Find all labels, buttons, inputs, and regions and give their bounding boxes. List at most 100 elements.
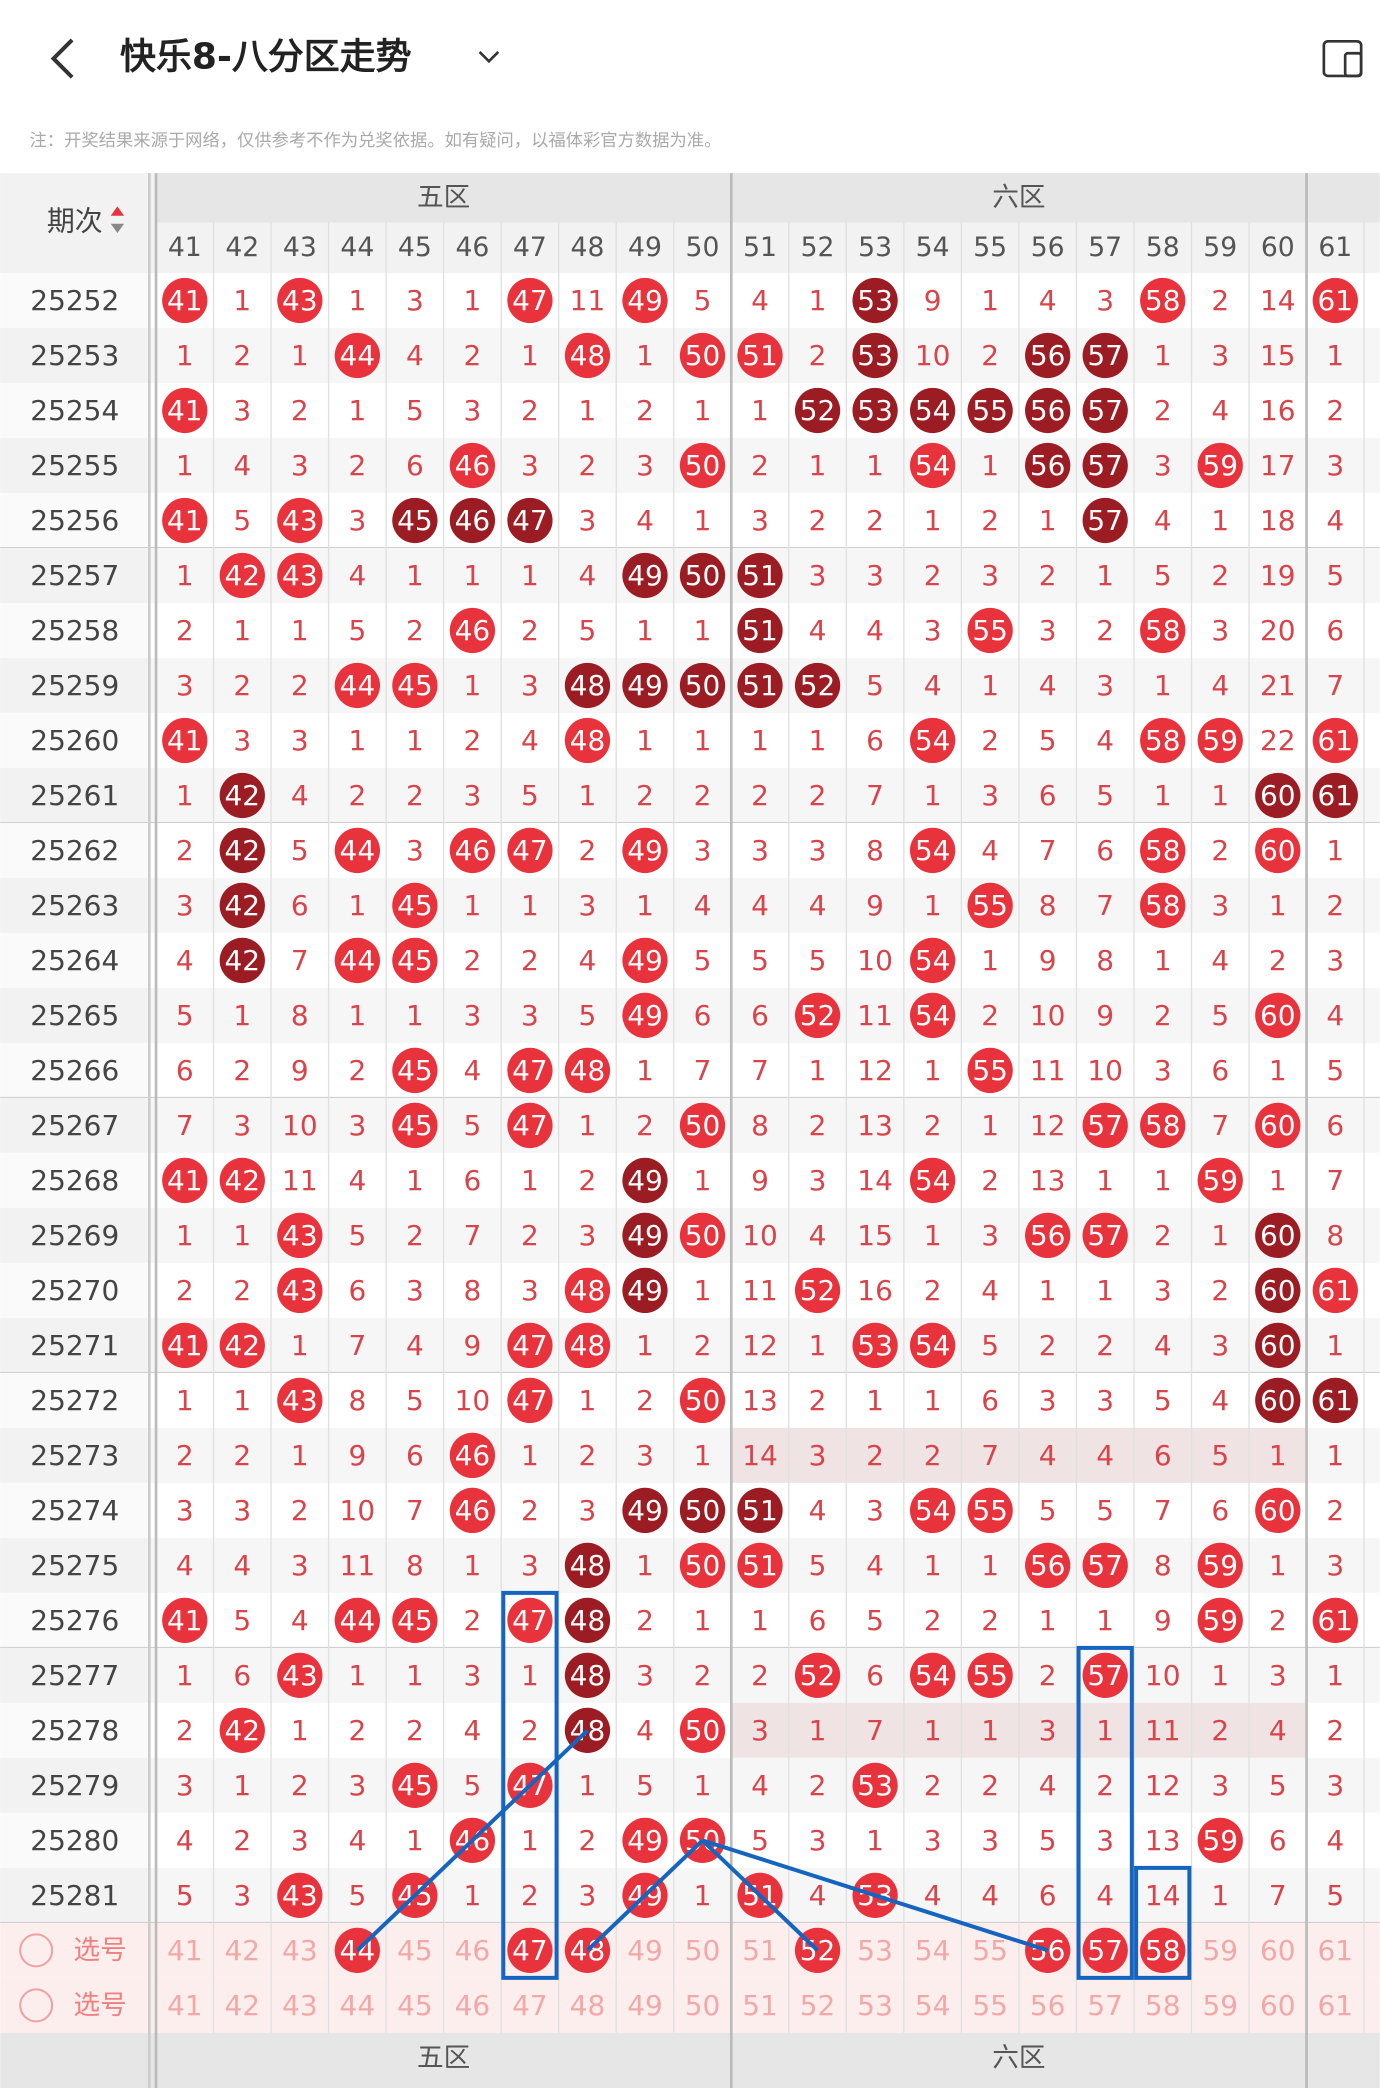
select-number[interactable]: 53 [857, 1934, 893, 1967]
select-number[interactable]: 42 [225, 1989, 261, 2022]
device-icon[interactable] [1322, 39, 1363, 78]
hit-ball [449, 607, 496, 654]
cell-value: 42 [225, 779, 261, 812]
select-number[interactable]: 44 [340, 1989, 376, 2022]
select-radio[interactable] [19, 1988, 54, 2023]
cell-value: 2 [636, 1604, 654, 1637]
cell-value: 1 [751, 724, 769, 757]
cell-value: 2 [406, 614, 424, 647]
period-bg [0, 1867, 150, 1923]
select-number[interactable]: 55 [972, 1934, 1008, 1967]
select-number[interactable]: 55 [972, 1989, 1008, 2022]
select-number[interactable]: 51 [742, 1989, 778, 2022]
period-bg [0, 1537, 150, 1593]
cell-value: 58 [1145, 834, 1181, 867]
cell-value: 8 [751, 1109, 769, 1142]
select-number[interactable]: 50 [685, 1989, 721, 2022]
cell-value: 2 [1269, 1604, 1287, 1637]
select-number[interactable]: 47 [512, 1989, 548, 2022]
cell-value: 6 [1039, 1879, 1057, 1912]
row-bg [0, 1262, 1380, 1318]
hit-ball [1025, 1542, 1071, 1589]
hit-ball [564, 1597, 611, 1644]
hit-ball [1082, 387, 1128, 434]
cell-value: 4 [751, 1769, 769, 1802]
cell-value: 2 [348, 449, 366, 482]
select-number[interactable]: 52 [800, 1989, 836, 2022]
cell-value: 4 [406, 339, 424, 372]
select-number[interactable]: 41 [167, 1989, 203, 2022]
select-number[interactable]: 45 [397, 1934, 433, 1967]
select-number[interactable]: 61 [1318, 1934, 1354, 1967]
select-number[interactable]: 58 [1145, 1934, 1181, 1967]
select-number[interactable]: 49 [627, 1989, 663, 2022]
cell-value: 2 [1096, 1329, 1114, 1362]
cell-value: 3 [233, 1879, 251, 1912]
dropdown[interactable] [478, 50, 500, 64]
select-number[interactable]: 43 [282, 1934, 318, 1967]
cell-value: 45 [397, 1769, 433, 1802]
select-number[interactable]: 59 [1202, 1989, 1238, 2022]
back-button[interactable] [50, 38, 74, 79]
select-number[interactable]: 50 [685, 1934, 721, 1967]
column-header: 61 [1318, 232, 1352, 263]
cell-value: 1 [1326, 1329, 1344, 1362]
select-number[interactable]: 59 [1202, 1934, 1238, 1967]
cell-value: 4 [1211, 944, 1229, 977]
cell-value: 54 [915, 999, 951, 1032]
cell-value: 60 [1260, 1384, 1296, 1417]
cell-value: 1 [233, 1219, 251, 1252]
select-number[interactable]: 43 [282, 1989, 318, 2022]
cell-value: 61 [1318, 284, 1354, 317]
column-header: 42 [225, 232, 259, 263]
select-number[interactable]: 57 [1087, 1934, 1123, 1967]
cell-value: 53 [857, 394, 893, 427]
select-number[interactable]: 42 [225, 1934, 261, 1967]
hit-ball [1255, 992, 1301, 1039]
cell-value: 3 [291, 449, 309, 482]
hit-ball [392, 937, 438, 984]
select-radio[interactable] [19, 1933, 54, 1968]
cell-value: 3 [233, 724, 251, 757]
select-number[interactable]: 53 [857, 1989, 893, 2022]
note: 注：开奖结果来源于网络，仅供参考不作为兑奖依据。如有疑问，以福体彩官方数据为准。 [30, 131, 722, 151]
select-number[interactable]: 54 [915, 1989, 951, 2022]
select-number[interactable]: 47 [512, 1934, 548, 1967]
select-number[interactable]: 61 [1318, 1989, 1354, 2022]
cell-value: 2 [464, 724, 482, 757]
select-number[interactable]: 57 [1087, 1989, 1123, 2022]
cell-value: 3 [866, 559, 884, 592]
hit-ball [1140, 717, 1186, 764]
select-number[interactable]: 60 [1260, 1934, 1296, 1967]
cell-value: 54 [915, 724, 951, 757]
cell-value: 5 [464, 1109, 482, 1142]
row-bg [0, 987, 1380, 1043]
select-number[interactable]: 54 [915, 1934, 951, 1967]
select-number[interactable]: 58 [1145, 1989, 1181, 2022]
cell-value: 4 [176, 944, 194, 977]
cell-value: 41 [167, 724, 203, 757]
select-number[interactable]: 49 [627, 1934, 663, 1967]
cell-value: 6 [1096, 834, 1114, 867]
cell-value: 3 [233, 1494, 251, 1527]
cell-value: 1 [348, 1659, 366, 1692]
cell-value: 5 [809, 1549, 827, 1582]
cell-value: 46 [455, 1439, 491, 1472]
cell-value: 4 [348, 559, 366, 592]
cell-value: 42 [225, 1714, 261, 1747]
cell-value: 5 [579, 999, 597, 1032]
select-number[interactable]: 41 [167, 1934, 203, 1967]
column-header: 48 [571, 232, 605, 263]
select-number[interactable]: 60 [1260, 1989, 1296, 2022]
cell-value: 52 [800, 1659, 836, 1692]
select-number[interactable]: 48 [570, 1989, 606, 2022]
cell-value: 2 [636, 1109, 654, 1142]
cell-value: 58 [1145, 284, 1181, 317]
select-number[interactable]: 46 [455, 1989, 491, 2022]
cell-value: 56 [1030, 339, 1066, 372]
select-number[interactable]: 51 [742, 1934, 778, 1967]
select-number[interactable]: 56 [1030, 1989, 1066, 2022]
select-number[interactable]: 45 [397, 1989, 433, 2022]
select-number[interactable]: 46 [455, 1934, 491, 1967]
cell-value: 7 [406, 1494, 424, 1527]
